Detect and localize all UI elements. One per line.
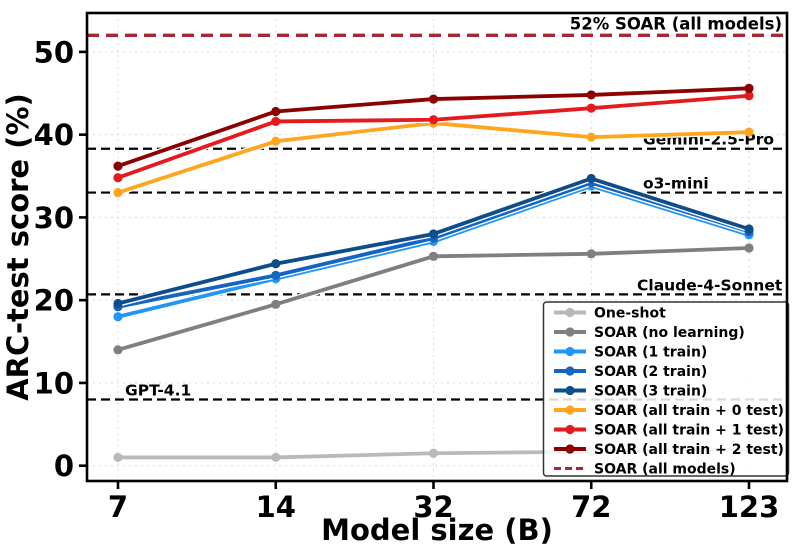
y-tick-label: 30	[34, 201, 74, 235]
baseline-label: GPT-4.1	[125, 381, 191, 399]
legend-item-label: SOAR (all models)	[594, 462, 736, 478]
legend-item: SOAR (3 train)	[554, 384, 707, 400]
data-point	[586, 132, 596, 142]
data-point	[428, 229, 439, 239]
data-point	[113, 187, 123, 198]
data-point	[744, 243, 754, 253]
legend-marker-dot	[565, 444, 575, 454]
data-point	[744, 224, 754, 234]
x-axis-title: Model size (B)	[321, 513, 553, 545]
data-point	[113, 345, 123, 355]
legend-item-label: SOAR (no learning)	[594, 325, 745, 341]
legend-item: SOAR (all train + 2 test)	[554, 442, 784, 458]
data-point	[271, 136, 281, 146]
x-tick-label: 72	[571, 490, 611, 524]
legend-item-label: SOAR (1 train)	[594, 345, 707, 361]
data-point	[744, 83, 754, 93]
baseline-label: o3-mini	[643, 175, 709, 193]
axes-spines	[85, 11, 789, 483]
legend-item: SOAR (all train + 1 test)	[554, 423, 784, 439]
y-tick-label: 10	[34, 366, 74, 400]
y-tick-label: 20	[34, 284, 74, 318]
data-point	[586, 249, 596, 259]
legend-item-label: SOAR (all train + 2 test)	[594, 442, 784, 458]
legend-item-label: One-shot	[594, 306, 666, 322]
x-tick-label: 32	[413, 490, 453, 524]
x-tick-label: 123	[719, 490, 780, 524]
legend-marker-dot	[565, 346, 575, 357]
x-tick-label: 14	[256, 490, 296, 524]
x-tick-label: 7	[108, 490, 128, 524]
data-point	[586, 173, 596, 184]
y-axis-title: ARC-test score (%)	[1, 93, 35, 401]
data-point	[744, 91, 754, 101]
data-point	[744, 127, 754, 137]
legend-item: SOAR (1 train)	[554, 345, 707, 361]
legend-item-label: SOAR (all train + 1 test)	[594, 423, 784, 439]
legend-item: SOAR (all train + 0 test)	[554, 403, 784, 419]
y-tick-label: 0	[54, 449, 74, 483]
y-tick-label: 40	[34, 118, 74, 152]
data-point	[113, 298, 123, 309]
legend-item-label: SOAR (all train + 0 test)	[594, 403, 784, 419]
data-point	[271, 259, 281, 269]
data-point	[113, 452, 123, 463]
legend-marker-dot	[565, 405, 575, 415]
data-point	[428, 115, 439, 125]
data-point	[271, 270, 281, 280]
legend-marker-dot	[565, 385, 575, 396]
legend-marker-dot	[565, 366, 575, 376]
data-point	[586, 103, 596, 113]
data-point	[428, 448, 439, 458]
data-point	[271, 299, 281, 309]
baseline-label: Claude-4-Sonnet	[637, 276, 783, 294]
legend-item: SOAR (no learning)	[554, 325, 745, 341]
legend-marker-dot	[565, 307, 575, 318]
legend-item: SOAR (2 train)	[554, 364, 707, 380]
data-point	[271, 116, 281, 127]
y-tick-label: 50	[34, 35, 74, 69]
legend-marker-dot	[565, 424, 575, 435]
legend-item: One-shot	[554, 306, 666, 322]
data-point	[271, 452, 281, 463]
legend-item-label: SOAR (3 train)	[594, 384, 707, 400]
data-point	[113, 173, 123, 183]
data-point	[113, 312, 123, 322]
legend-item: SOAR (all models)	[554, 462, 736, 478]
data-point	[586, 90, 596, 100]
legend-box	[542, 301, 790, 477]
legend-marker-dot	[565, 327, 575, 337]
soar-all-models-annotation: 52% SOAR (all models)	[570, 14, 782, 33]
legend: One-shot SOAR (no learning) SOAR (1 train)…	[542, 301, 790, 478]
data-point	[428, 251, 439, 261]
legend-item-label: SOAR (2 train)	[594, 364, 707, 380]
data-point	[271, 106, 281, 117]
data-point	[113, 161, 123, 171]
data-point	[428, 94, 439, 104]
